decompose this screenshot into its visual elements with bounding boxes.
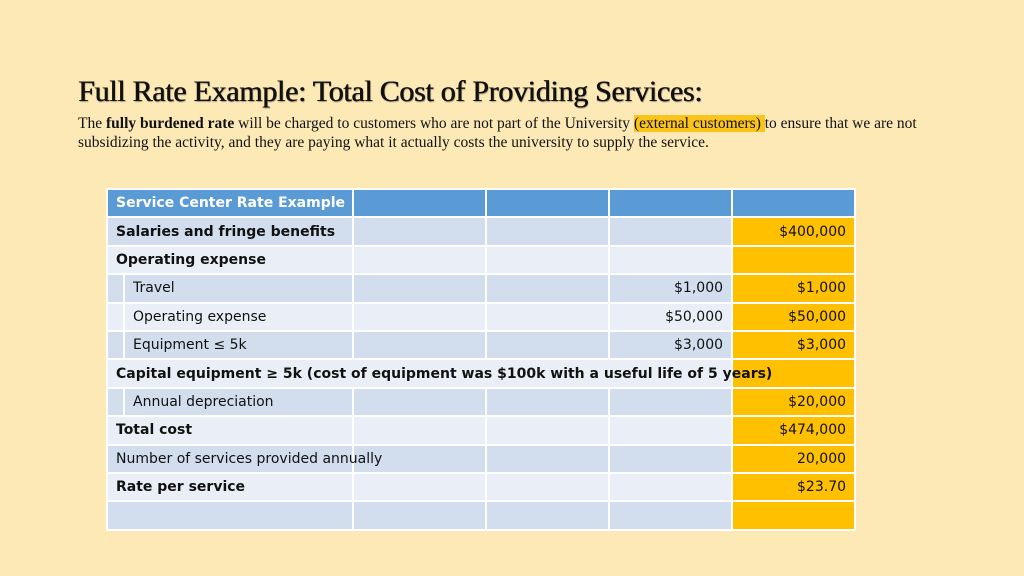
intro-text-3: to ensure that we are not subsidizing th… [78,115,917,151]
table-row-empty [105,500,857,531]
intro-text-2: will be charged to customers who are not… [234,115,634,132]
table-row: Equipment ≤ 5k $3,000 $3,000 [106,329,857,361]
row-label: Salaries and fringe benefits [105,216,355,247]
intro-highlight: (external customers) [633,115,765,132]
row-total: $50,000 [731,301,857,332]
intro-text-1: The [78,115,106,132]
empty-cell [352,329,488,361]
table-row: Total cost $474,000 [105,415,857,446]
header-cell [731,187,857,219]
intro-paragraph: The fully burdened rate will be charged … [78,114,958,152]
table-row: Operating expense $50,000 $50,000 [106,301,857,332]
row-total: $400,000 [731,216,857,247]
empty-cell [485,244,611,276]
header-cell [608,187,734,219]
row-total: 20,000 [731,443,857,474]
row-label: Operating expense [122,301,355,332]
empty-cell [352,273,488,304]
empty-cell [485,415,611,446]
rate-table: Service Center Rate Example Salaries and… [105,187,857,531]
row-label: Travel [122,273,355,304]
table-row: Rate per service $23.70 [105,471,857,503]
table-row: Travel $1,000 $1,000 [106,273,857,304]
empty-cell [352,386,488,418]
row-total: $23.70 [731,471,857,503]
empty-cell [485,301,611,332]
intro-bold-term: fully burdened rate [105,115,235,132]
empty-cell [105,500,355,531]
empty-cell [485,386,611,418]
row-label: Number of services provided annually [105,443,382,474]
empty-cell [352,471,488,503]
row-subtotal [608,216,734,247]
row-label: Equipment ≤ 5k [122,329,355,361]
table-header: Service Center Rate Example [105,187,355,219]
indent-cell [106,329,125,361]
row-subtotal [608,471,734,503]
empty-cell [352,301,488,332]
row-label: Annual depreciation [122,386,355,418]
table-row: Capital equipment ≥ 5k (cost of equipmen… [105,358,857,389]
table-row: Salaries and fringe benefits $400,000 [105,216,857,247]
empty-cell [352,244,488,276]
row-subtotal [608,415,734,446]
row-subtotal [608,244,734,276]
empty-cell [485,329,611,361]
slide-title: Full Rate Example: Total Cost of Providi… [78,75,703,108]
row-label: Operating expense [105,244,355,276]
row-total [731,358,857,389]
empty-cell [731,500,857,531]
row-label: Rate per service [105,471,355,503]
empty-cell [352,216,488,247]
empty-cell [352,443,488,474]
row-total: $20,000 [731,386,857,418]
row-total: $474,000 [731,415,857,446]
row-subtotal [608,443,734,474]
indent-cell [106,301,125,332]
indent-cell [106,386,125,418]
indent-cell [106,273,125,304]
empty-cell [485,500,611,531]
row-total: $3,000 [731,329,857,361]
row-total: $1,000 [731,273,857,304]
header-cell [352,187,488,219]
empty-cell [352,415,488,446]
row-subtotal [608,386,734,418]
row-label: Total cost [105,415,355,446]
row-label: Capital equipment ≥ 5k (cost of equipmen… [105,358,772,389]
header-cell [485,187,611,219]
table-row: Number of services provided annually 20,… [105,443,857,474]
empty-cell [608,500,734,531]
row-subtotal: $50,000 [608,301,734,332]
row-total [731,244,857,276]
empty-cell [485,471,611,503]
table-header-row: Service Center Rate Example [105,187,857,219]
empty-cell [352,500,488,531]
table-row: Annual depreciation $20,000 [106,386,857,418]
row-subtotal: $3,000 [608,329,734,361]
row-subtotal: $1,000 [608,273,734,304]
empty-cell [485,443,611,474]
table-row: Operating expense [105,244,857,276]
empty-cell [485,216,611,247]
empty-cell [485,273,611,304]
